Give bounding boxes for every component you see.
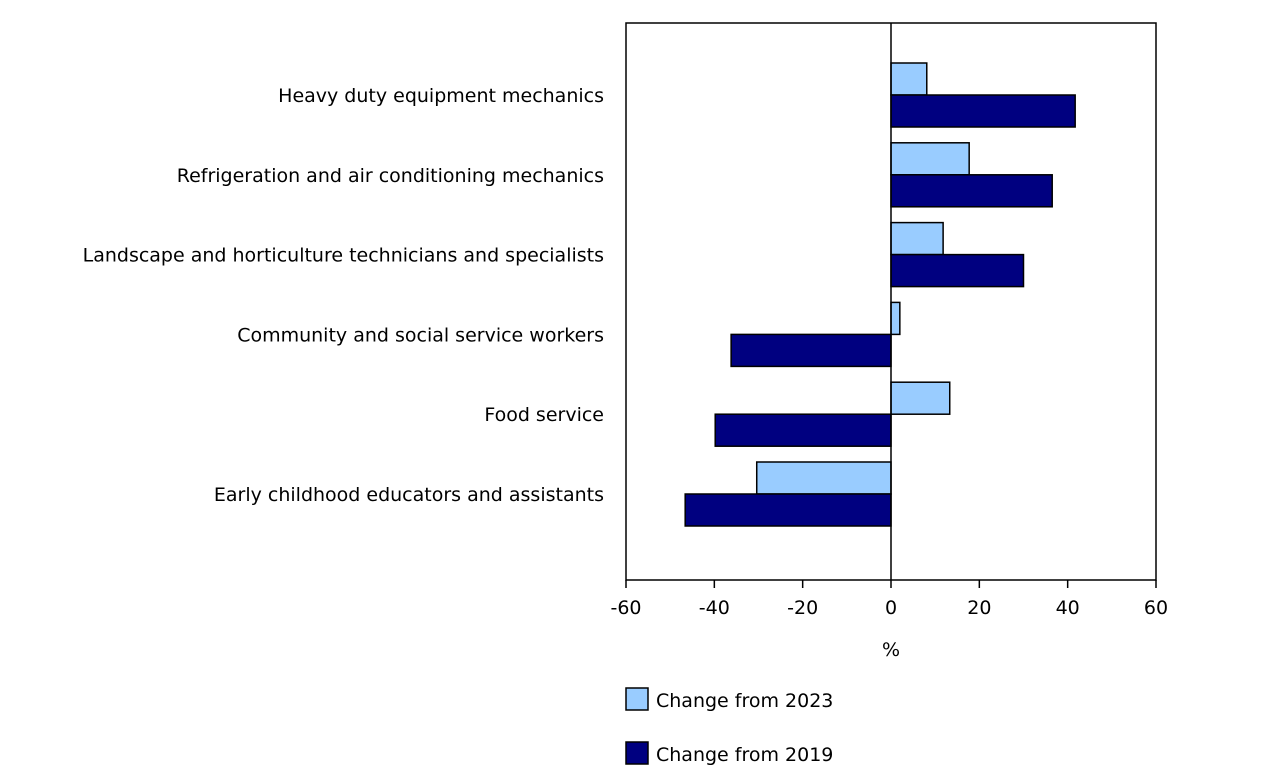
category-label: Early childhood educators and assistants (214, 484, 604, 506)
bar-2019 (684, 493, 892, 527)
bar-2023 (890, 301, 901, 336)
category-label: Landscape and horticulture technicians a… (83, 245, 604, 267)
legend-label-2019: Change from 2019 (656, 744, 833, 766)
category-label: Community and social service workers (237, 324, 604, 346)
bar-2023 (890, 142, 970, 176)
bar-2019 (730, 333, 892, 368)
legend-item-2019: Change from 2019 (625, 741, 833, 766)
legend-label-2023: Change from 2023 (656, 690, 833, 712)
legend: Change from 2023 Change from 2019 (625, 687, 833, 766)
x-tick-label: 0 (885, 597, 897, 619)
bar-2019 (890, 94, 1076, 128)
legend-item-2023: Change from 2023 (625, 687, 833, 712)
bar-2023 (890, 221, 944, 256)
legend-swatch-2019 (625, 741, 649, 765)
x-tick-label: -40 (699, 597, 730, 619)
bar-2019 (890, 174, 1053, 208)
x-tick-label: 60 (1144, 597, 1168, 619)
category-label: Refrigeration and air conditioning mecha… (177, 165, 604, 187)
bar-2023 (755, 461, 892, 495)
bar-2019 (714, 413, 892, 447)
x-axis-label: % (882, 639, 900, 661)
category-label: Food service (484, 404, 604, 426)
bar-2023 (890, 381, 951, 415)
x-tick-label: 40 (1056, 597, 1080, 619)
x-tick-label: 20 (967, 597, 991, 619)
bar-2023 (890, 62, 928, 96)
category-label: Heavy duty equipment mechanics (278, 85, 604, 107)
bar-2019 (890, 253, 1025, 288)
x-tick-label: -60 (610, 597, 641, 619)
x-tick-label: -20 (787, 597, 818, 619)
legend-swatch-2023 (625, 687, 649, 711)
